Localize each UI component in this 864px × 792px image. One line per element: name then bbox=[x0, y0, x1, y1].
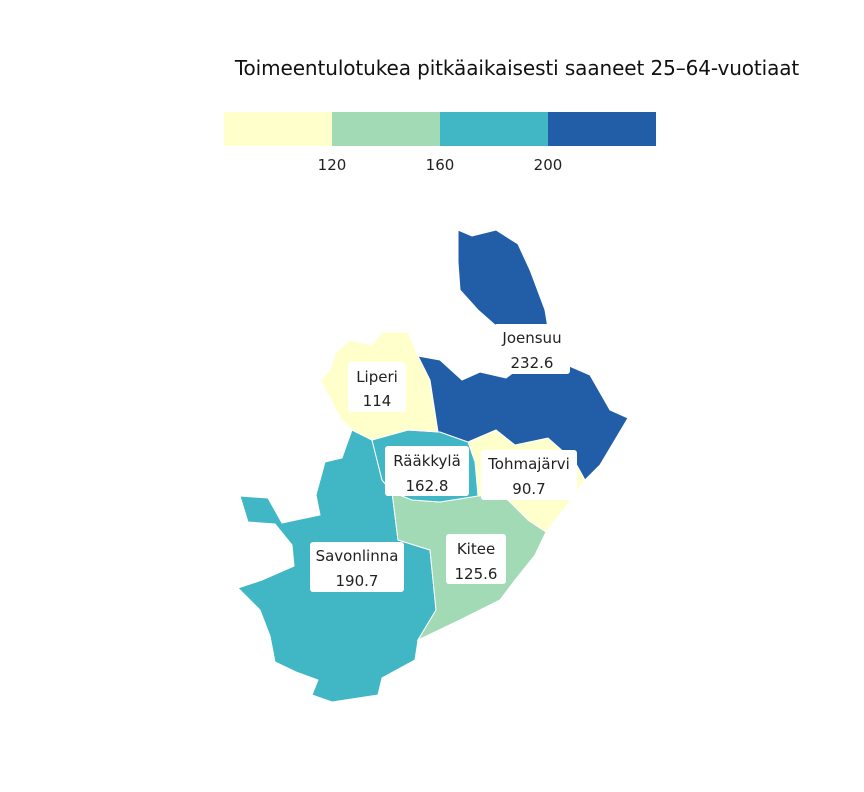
label-savonlinna-name: Savonlinna bbox=[316, 547, 399, 565]
legend-tick-3: 200 bbox=[534, 156, 563, 174]
legend: 120 160 200 bbox=[224, 112, 656, 174]
label-raakkyla: Rääkkylä 162.8 bbox=[385, 446, 469, 496]
legend-tick-2: 160 bbox=[426, 156, 455, 174]
label-savonlinna-value: 190.7 bbox=[336, 572, 379, 590]
label-liperi-name: Liperi bbox=[356, 368, 398, 386]
legend-swatch-4 bbox=[548, 112, 656, 146]
label-tohmajarvi-value: 90.7 bbox=[512, 480, 545, 498]
labels: Joensuu 232.6 Liperi 114 Rääkkylä 162.8 … bbox=[310, 324, 577, 592]
legend-swatch-3 bbox=[440, 112, 548, 146]
label-tohmajarvi-name: Tohmajärvi bbox=[487, 455, 570, 473]
label-kitee: Kitee 125.6 bbox=[446, 534, 506, 584]
label-liperi: Liperi 114 bbox=[348, 362, 406, 412]
label-raakkyla-name: Rääkkylä bbox=[393, 452, 461, 470]
label-kitee-value: 125.6 bbox=[455, 565, 498, 583]
legend-tick-1: 120 bbox=[318, 156, 347, 174]
label-savonlinna: Savonlinna 190.7 bbox=[310, 542, 404, 592]
label-joensuu-name: Joensuu bbox=[501, 329, 561, 347]
label-kitee-name: Kitee bbox=[457, 540, 495, 558]
label-tohmajarvi: Tohmajärvi 90.7 bbox=[481, 450, 577, 500]
label-liperi-value: 114 bbox=[363, 392, 392, 410]
legend-swatch-2 bbox=[332, 112, 440, 146]
label-joensuu-value: 232.6 bbox=[511, 354, 554, 372]
map-title: Toimeentulotukea pitkäaikaisesti saaneet… bbox=[234, 56, 800, 80]
label-joensuu: Joensuu 232.6 bbox=[494, 324, 570, 374]
label-raakkyla-value: 162.8 bbox=[406, 477, 449, 495]
legend-swatch-1 bbox=[224, 112, 332, 146]
